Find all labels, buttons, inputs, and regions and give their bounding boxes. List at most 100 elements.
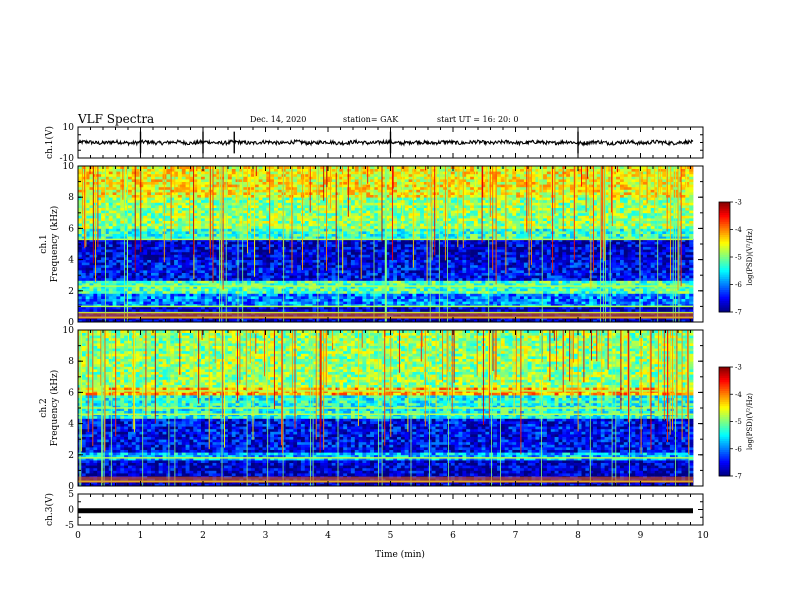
spectrogram-cell xyxy=(247,270,251,273)
spectrogram-cell xyxy=(159,265,163,268)
spectrogram-cell xyxy=(374,291,378,294)
spectrogram-cell xyxy=(155,228,159,231)
spectrogram-cell xyxy=(228,174,232,177)
spectrogram-cell xyxy=(255,205,259,208)
spectrogram-cell xyxy=(147,267,151,270)
spectrogram-cell xyxy=(182,226,186,229)
spectrogram-cell xyxy=(362,213,366,216)
spectrogram-cell xyxy=(313,210,317,213)
spectrogram-cell xyxy=(259,260,263,263)
spectrogram-cell xyxy=(147,275,151,278)
spectrogram-cell xyxy=(147,247,151,250)
spectrogram-cell xyxy=(93,301,97,304)
spectrogram-cell xyxy=(309,205,313,208)
spectrogram-cell xyxy=(140,174,144,177)
spectrogram-cell xyxy=(366,223,370,226)
spectrogram-cell xyxy=(197,182,201,185)
spectrogram-cell xyxy=(113,299,117,302)
spectrogram-cell xyxy=(286,205,290,208)
spectrogram-cell xyxy=(374,200,378,203)
spectrogram-cell xyxy=(362,187,366,190)
spectrogram-cell xyxy=(197,267,201,270)
spectrogram-cell xyxy=(97,278,101,281)
spectrogram-cell xyxy=(197,288,201,291)
spectrogram-cell xyxy=(113,260,117,263)
spectrogram-cell xyxy=(274,265,278,268)
spectrogram-cell xyxy=(163,262,167,265)
spectrogram-cell xyxy=(374,301,378,304)
spectrogram-cell xyxy=(293,176,297,179)
spectrogram-cell xyxy=(270,257,274,260)
spectrogram-cell xyxy=(355,223,359,226)
spectrogram-cell xyxy=(182,182,186,185)
spectrogram-cell xyxy=(109,257,113,260)
spectrogram-cell xyxy=(186,260,190,263)
spectrogram-cell xyxy=(301,215,305,218)
spectrogram-cell xyxy=(359,182,363,185)
spectrogram-cell xyxy=(297,189,301,192)
spectrogram-cell xyxy=(351,247,355,250)
spectrogram-cell xyxy=(116,257,120,260)
spectrogram-cell xyxy=(151,176,155,179)
spectrogram-cell xyxy=(151,291,155,294)
spectrogram-cell xyxy=(316,265,320,268)
spectrogram-cell xyxy=(332,171,336,174)
spectrogram-cell xyxy=(143,171,147,174)
spectrogram-cell xyxy=(263,241,267,244)
spectrogram-cell xyxy=(289,244,293,247)
spectrogram-cell xyxy=(378,296,382,299)
spectrogram-cell xyxy=(301,293,305,296)
spectrogram-cell xyxy=(155,293,159,296)
spectrogram-cell xyxy=(78,301,82,304)
spectrogram-cell xyxy=(143,213,147,216)
spectrogram-cell xyxy=(355,260,359,263)
spectrogram-cell xyxy=(159,184,163,187)
spectrogram-cell xyxy=(362,202,366,205)
spectrogram-cell xyxy=(259,218,263,221)
spectrogram-cell xyxy=(101,257,105,260)
spectrogram-cell xyxy=(101,195,105,198)
spectrogram-cell xyxy=(343,288,347,291)
spectrogram-cell xyxy=(324,291,328,294)
spectrogram-cell xyxy=(132,278,136,281)
spectrogram-cell xyxy=(120,254,124,257)
spectrogram-cell xyxy=(136,291,140,294)
spectrogram-cell xyxy=(270,273,274,276)
spectrogram-cell xyxy=(313,267,317,270)
spectrogram-cell xyxy=(305,202,309,205)
spectrogram-cell xyxy=(362,231,366,234)
spectrogram-cell xyxy=(374,226,378,229)
spectrogram-cell xyxy=(205,182,209,185)
spectrogram-cell xyxy=(113,293,117,296)
spectrogram-cell xyxy=(386,280,390,283)
spectrogram-cell xyxy=(359,205,363,208)
spectrogram-cell xyxy=(355,293,359,296)
spectrogram-cell xyxy=(140,215,144,218)
spectrogram-cell xyxy=(197,189,201,192)
spectrogram-cell xyxy=(378,171,382,174)
spectrogram-cell xyxy=(136,189,140,192)
spectrogram-cell xyxy=(305,260,309,263)
spectrogram-cell xyxy=(251,278,255,281)
spectrogram-cell xyxy=(113,200,117,203)
spectrogram-cell xyxy=(109,171,113,174)
spectrogram-cell xyxy=(362,197,366,200)
spectrogram-cell xyxy=(309,179,313,182)
spectrogram-cell xyxy=(243,221,247,224)
spectrogram-cell xyxy=(274,270,278,273)
spectrogram-cell xyxy=(182,215,186,218)
spectrogram-cell xyxy=(216,213,220,216)
spectrogram-cell xyxy=(270,176,274,179)
spectrogram-cell xyxy=(270,208,274,211)
spectrogram-cell xyxy=(140,195,144,198)
spectrogram-cell xyxy=(259,231,263,234)
spectrogram-cell xyxy=(293,291,297,294)
spectrogram-cell xyxy=(197,184,201,187)
spectrogram-cell xyxy=(309,278,313,281)
spectrogram-cell xyxy=(97,291,101,294)
spectrogram-cell xyxy=(128,291,132,294)
spectrogram-cell xyxy=(286,228,290,231)
spectrogram-cell xyxy=(301,247,305,250)
spectrogram-cell xyxy=(263,301,267,304)
spectrogram-cell xyxy=(278,197,282,200)
